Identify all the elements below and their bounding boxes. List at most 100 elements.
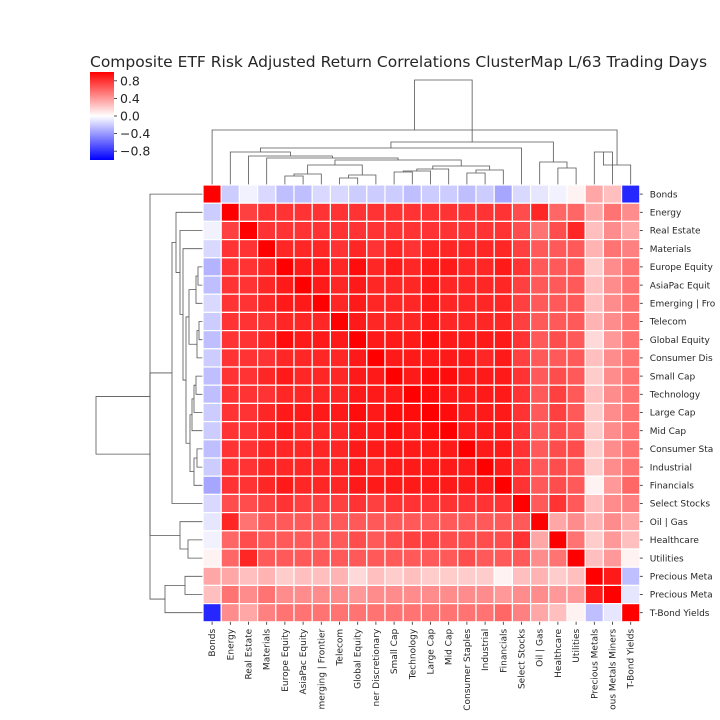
heatmap-cell <box>366 202 386 222</box>
heatmap-cell <box>420 257 441 277</box>
heatmap-cell <box>511 384 532 405</box>
heatmap-cell <box>584 566 605 587</box>
heatmap-cell <box>275 566 295 587</box>
heatmap-cell <box>275 548 295 568</box>
heatmap-cell <box>548 293 568 314</box>
heatmap-cell <box>293 402 313 423</box>
heatmap-cell <box>548 457 568 477</box>
heatmap-cell <box>566 239 586 259</box>
heatmap-cell <box>529 530 550 550</box>
heatmap-cell <box>566 421 586 441</box>
heatmap-cell <box>384 402 404 423</box>
heatmap-cell <box>202 257 222 277</box>
heatmap-cell <box>202 439 222 459</box>
heatmap-cell <box>329 439 350 459</box>
heatmap-cell <box>511 566 532 587</box>
heatmap-cell <box>202 311 222 332</box>
heatmap-cell <box>493 220 514 241</box>
heatmap-cell <box>329 566 350 587</box>
heatmap-cell <box>620 239 641 259</box>
y-tick-label-healthcare: Healthcare <box>650 536 700 546</box>
heatmap-cell <box>220 220 240 241</box>
heatmap-cell <box>529 566 550 587</box>
y-tick-label-precious-metals: Precious Meta <box>650 573 713 583</box>
x-tick-label-consumer-staples: Consumer Staples <box>463 628 473 710</box>
heatmap-cell <box>257 475 277 496</box>
heatmap-cell <box>238 202 259 222</box>
heatmap-cell <box>566 566 586 587</box>
dendrogram-link <box>466 172 486 185</box>
heatmap-cell <box>384 366 404 386</box>
heatmap-cell <box>275 366 295 386</box>
heatmap-cell <box>439 530 459 550</box>
heatmap-cell <box>402 602 423 623</box>
colorbar-tick-label: −0.4 <box>120 126 150 141</box>
heatmap-cell <box>620 584 641 605</box>
heatmap-cell <box>275 584 295 605</box>
heatmap-cell <box>620 202 641 222</box>
heatmap-cell <box>275 257 295 277</box>
heatmap-cell <box>602 257 623 277</box>
heatmap-cell <box>602 402 623 423</box>
heatmap-cell <box>275 421 295 441</box>
heatmap-cell <box>348 530 368 550</box>
heatmap-cell <box>402 239 423 259</box>
heatmap-cell <box>220 548 240 568</box>
heatmap-cell <box>348 511 368 532</box>
heatmap-cell <box>348 293 368 314</box>
heatmap-cell <box>366 384 386 405</box>
heatmap-cell <box>311 184 332 204</box>
heatmap-cell <box>584 493 605 514</box>
heatmap-cell <box>238 421 259 441</box>
heatmap-cell <box>329 220 350 241</box>
heatmap-cell <box>257 257 277 277</box>
heatmap-cell <box>402 184 423 204</box>
heatmap-cell <box>202 220 222 241</box>
heatmap-cell <box>439 548 459 568</box>
heatmap-cell <box>457 311 477 332</box>
heatmap-cell <box>202 602 222 623</box>
heatmap-cell <box>220 366 240 386</box>
x-tick-label-utilities: Utilities <box>572 628 582 662</box>
heatmap-cell <box>311 548 332 568</box>
x-tick-label-real-estate: Real Estate <box>245 628 255 679</box>
heatmap-cell <box>238 348 259 368</box>
heatmap-cell <box>402 566 423 587</box>
heatmap-cell <box>602 602 623 623</box>
heatmap-cell <box>493 366 514 386</box>
heatmap-cell <box>257 239 277 259</box>
heatmap-cell <box>329 202 350 222</box>
heatmap-cell <box>366 220 386 241</box>
heatmap-cell <box>402 348 423 368</box>
heatmap-cell <box>511 548 532 568</box>
heatmap-cell <box>529 421 550 441</box>
heatmap-cell <box>293 220 313 241</box>
heatmap-cell <box>548 348 568 368</box>
heatmap-cell <box>366 402 386 423</box>
heatmap-cell <box>602 475 623 496</box>
heatmap-cell <box>220 348 240 368</box>
heatmap-cell <box>475 475 495 496</box>
heatmap-cell <box>620 475 641 496</box>
heatmap-cell <box>511 421 532 441</box>
heatmap-cell <box>420 239 441 259</box>
heatmap-cell <box>566 220 586 241</box>
heatmap-cell <box>329 421 350 441</box>
heatmap-cell <box>420 421 441 441</box>
dendrogram-link <box>229 151 291 185</box>
heatmap-cell <box>220 293 240 314</box>
heatmap-cell <box>348 220 368 241</box>
heatmap-cell <box>475 330 495 350</box>
heatmap-cell <box>257 311 277 332</box>
heatmap-cell <box>457 239 477 259</box>
heatmap-cell <box>366 548 386 568</box>
dendrogram-link <box>164 585 203 614</box>
heatmap-cell <box>348 584 368 605</box>
heatmap-cell <box>620 566 641 587</box>
heatmap-cell <box>602 202 623 222</box>
heatmap-cell <box>257 184 277 204</box>
heatmap-cell <box>220 384 240 405</box>
heatmap-cell <box>475 421 495 441</box>
dendrogram-link <box>95 396 150 455</box>
heatmap-cell <box>439 439 459 459</box>
